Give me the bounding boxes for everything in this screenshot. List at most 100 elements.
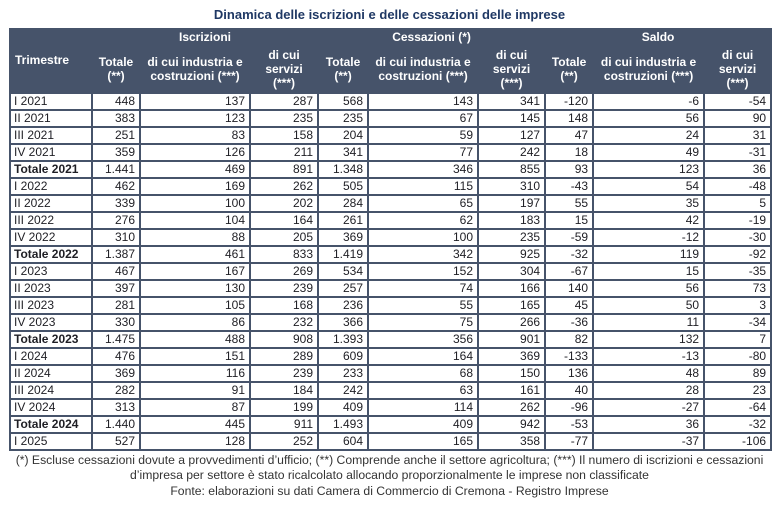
- group-header-iscrizioni: Iscrizioni: [90, 28, 320, 48]
- value-cell: 304: [477, 261, 547, 281]
- column-header-cessazioni-totale: Totale (**): [317, 45, 370, 94]
- business-dynamics-table: Trimestre Iscrizioni Cessazioni (*) Sald…: [9, 28, 773, 451]
- value-cell: 252: [248, 431, 320, 451]
- value-cell: 369: [477, 346, 547, 366]
- value-cell: 330: [91, 312, 141, 332]
- footnotes: (*) Escluse cessazioni dovute a provvedi…: [9, 453, 770, 500]
- value-cell: 369: [317, 227, 370, 247]
- value-cell: 1.348: [317, 159, 370, 179]
- value-cell: 242: [477, 142, 547, 162]
- value-cell: 467: [91, 261, 141, 281]
- value-cell: 310: [477, 176, 547, 196]
- value-cell: 74: [367, 278, 480, 298]
- value-cell: 48: [592, 363, 706, 383]
- value-cell: 164: [248, 210, 320, 230]
- value-cell: 369: [91, 363, 141, 383]
- value-cell: 100: [367, 227, 480, 247]
- value-cell: -92: [703, 244, 773, 264]
- value-cell: 68: [367, 363, 480, 383]
- value-cell: 261: [317, 210, 370, 230]
- quarter-cell: II 2023: [9, 278, 93, 298]
- value-cell: 126: [139, 142, 251, 162]
- value-cell: 7: [703, 329, 773, 349]
- value-cell: -37: [592, 431, 706, 451]
- value-cell: 276: [91, 210, 141, 230]
- value-cell: 105: [139, 295, 251, 315]
- total-row: Totale 2022 1.387 461 833 1.419 342 925 -32 119-…: [9, 244, 773, 264]
- table-row: III 2021 251 83 158 204 59 127 47 24 31: [9, 125, 773, 145]
- table-row: III 2023 281 105 168 236 55 165 45 50 3: [9, 295, 773, 315]
- quarter-cell: III 2023: [9, 295, 93, 315]
- value-cell: 45: [544, 295, 595, 315]
- value-cell: 152: [367, 261, 480, 281]
- value-cell: 150: [477, 363, 547, 383]
- value-cell: 140: [544, 278, 595, 298]
- value-cell: 63: [367, 380, 480, 400]
- column-header-saldo-servizi: di cui servizi (***): [703, 45, 773, 94]
- value-cell: -77: [544, 431, 595, 451]
- value-cell: 183: [477, 210, 547, 230]
- value-cell: 132: [592, 329, 706, 349]
- value-cell: 23: [703, 380, 773, 400]
- table-row: I 2025 527 128 252 604 165 358 -77 -37 -106: [9, 431, 773, 451]
- value-cell: 42: [592, 210, 706, 230]
- table-row: IV 2022 310 88 205 369 100 235 -59 -12 -30: [9, 227, 773, 247]
- value-cell: 56: [592, 278, 706, 298]
- value-cell: 119: [592, 244, 706, 264]
- total-row: Totale 2021 1.441 469 891 1.348 346 855 93 123 36: [9, 159, 773, 179]
- value-cell: 262: [477, 397, 547, 417]
- value-cell: 65: [367, 193, 480, 213]
- value-cell: 342: [367, 244, 480, 264]
- quarter-cell: II 2024: [9, 363, 93, 383]
- value-cell: -133: [544, 346, 595, 366]
- value-cell: 239: [248, 278, 320, 298]
- table-row: I 2021 448 137 287 568 143 341 -120 -6 -54: [9, 91, 773, 111]
- value-cell: 89: [703, 363, 773, 383]
- value-cell: 257: [317, 278, 370, 298]
- value-cell: 73: [703, 278, 773, 298]
- value-cell: 833: [248, 244, 320, 264]
- value-cell: 235: [477, 227, 547, 247]
- value-cell: 47: [544, 125, 595, 145]
- value-cell: 461: [139, 244, 251, 264]
- value-cell: 36: [592, 414, 706, 434]
- quarter-cell: IV 2023: [9, 312, 93, 332]
- value-cell: 54: [592, 176, 706, 196]
- value-cell: 15: [544, 210, 595, 230]
- value-cell: -64: [703, 397, 773, 417]
- value-cell: 184: [248, 380, 320, 400]
- page-title: Dinamica delle iscrizioni e delle cessaz…: [213, 7, 566, 22]
- value-cell: 75: [367, 312, 480, 332]
- value-cell: 77: [367, 142, 480, 162]
- footnote-notes: (*) Escluse cessazioni dovute a provvedi…: [15, 452, 764, 483]
- value-cell: 145: [477, 108, 547, 128]
- value-cell: 202: [248, 193, 320, 213]
- value-cell: 942: [477, 414, 547, 434]
- value-cell: -32: [544, 244, 595, 264]
- value-cell: 168: [248, 295, 320, 315]
- value-cell: 383: [91, 108, 141, 128]
- value-cell: 287: [248, 91, 320, 111]
- value-cell: 24: [592, 125, 706, 145]
- value-cell: 148: [544, 108, 595, 128]
- value-cell: 855: [477, 159, 547, 179]
- footnote-source: Fonte: elaborazioni su dati Camera di Co…: [170, 484, 609, 499]
- value-cell: 88: [139, 227, 251, 247]
- value-cell: 266: [477, 312, 547, 332]
- value-cell: 445: [139, 414, 251, 434]
- value-cell: 204: [317, 125, 370, 145]
- value-cell: -32: [703, 414, 773, 434]
- value-cell: 28: [592, 380, 706, 400]
- table-row: IV 2023 330 86 232 366 75 266 -36 11 -34: [9, 312, 773, 332]
- value-cell: 40: [544, 380, 595, 400]
- value-cell: 1.441: [91, 159, 141, 179]
- group-header-row: Trimestre Iscrizioni Cessazioni (*) Sald…: [9, 28, 773, 94]
- group-header-saldo: Saldo: [544, 28, 773, 48]
- column-header-cessazioni-servizi: di cui servizi (***): [477, 45, 547, 94]
- value-cell: 409: [367, 414, 480, 434]
- value-cell: 205: [248, 227, 320, 247]
- value-cell: 90: [703, 108, 773, 128]
- value-cell: 87: [139, 397, 251, 417]
- table-row: I 2024 476 151 289 609 164 369 -133 -13 -80: [9, 346, 773, 366]
- value-cell: 1.475: [91, 329, 141, 349]
